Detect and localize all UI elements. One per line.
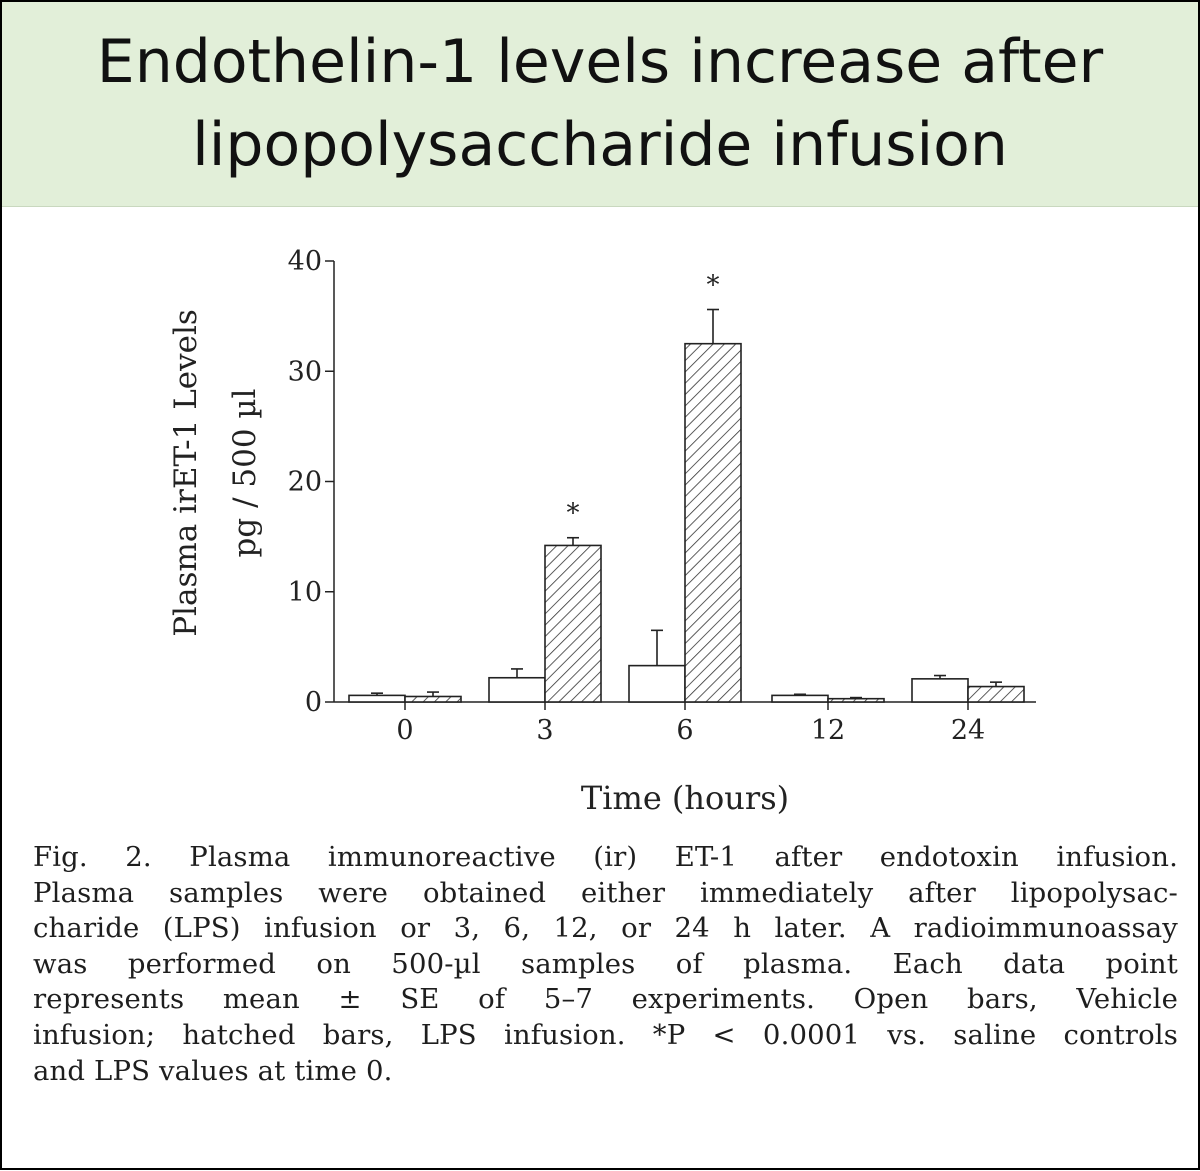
figure-caption: Fig. 2. Plasma immunoreactive (ir) ET-1 … <box>33 840 1178 1089</box>
open-bar <box>348 694 406 703</box>
open-bar <box>488 676 546 703</box>
y-tick-label: 40 <box>288 246 322 277</box>
open-bar <box>911 678 969 703</box>
x-tick-label: 12 <box>811 715 845 746</box>
title-banner: Endothelin-1 levels increase after lipop… <box>2 2 1198 207</box>
hatched-bar <box>404 695 462 703</box>
caption-line: was performed on 500-µl samples of plasm… <box>33 947 1178 980</box>
x-tick-label: 3 <box>536 715 553 746</box>
caption-line: and LPS values at time 0. <box>33 1054 393 1087</box>
y-axis-label-units: pg / 500 µl <box>227 389 263 558</box>
significance-marker: * <box>707 271 720 301</box>
hatched-bar <box>544 544 602 703</box>
x-tick-label: 0 <box>396 715 413 746</box>
significance-marker: * <box>567 499 580 529</box>
y-tick-label: 0 <box>305 687 322 718</box>
hatched-bar <box>684 342 742 703</box>
open-bar <box>628 664 686 703</box>
bar-chart: 0 10 20 30 40 0 3 6 12 24 * * Plasma irET-1 Levels pg… <box>168 246 1036 817</box>
slide-title: Endothelin-1 levels increase after lipop… <box>96 27 1104 180</box>
caption-line: charide (LPS) infusion or 3, 6, 12, or 2… <box>33 912 1178 945</box>
caption-line: Plasma samples were obtained either imme… <box>33 876 1178 909</box>
caption-line: infusion; hatched bars, LPS infusion. *P… <box>33 1018 1178 1051</box>
plot-area: 0 10 20 30 40 0 3 6 12 24 * * Plasma irET-1 Levels pg… <box>168 246 1036 817</box>
caption-line: represents mean ± SE of 5–7 experiments.… <box>33 983 1178 1016</box>
y-axis-label: Plasma irET-1 Levels <box>168 309 204 637</box>
x-tick-label: 6 <box>676 715 693 746</box>
y-tick-label: 30 <box>288 356 322 387</box>
hatched-bar <box>967 685 1025 703</box>
y-tick-label: 20 <box>288 467 322 498</box>
caption-line: Fig. 2. Plasma immunoreactive (ir) ET-1 … <box>33 841 1178 873</box>
x-tick-label: 24 <box>951 715 985 746</box>
open-bar <box>771 694 829 703</box>
x-axis-label: Time (hours) <box>581 779 789 817</box>
y-tick-label: 10 <box>288 577 322 608</box>
hatched-bar <box>827 697 885 703</box>
